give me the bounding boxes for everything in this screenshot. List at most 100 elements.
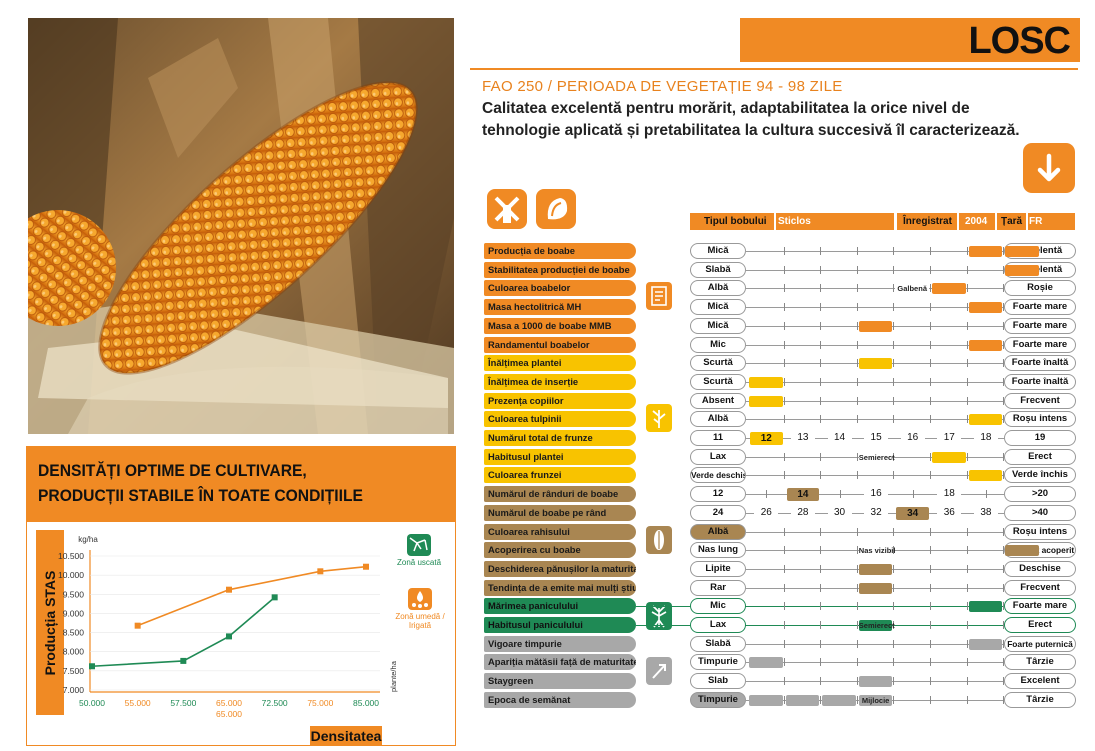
trait-mid-label: Galbenă — [895, 283, 929, 294]
scale-tick — [1003, 546, 1005, 554]
trait-min-value: 24 — [690, 505, 746, 521]
scale-tick — [783, 658, 785, 666]
rating-segment — [968, 246, 1003, 257]
download-button[interactable] — [1023, 143, 1075, 193]
arrow-down-icon — [1037, 153, 1061, 182]
scale-tick — [783, 696, 785, 704]
trait-number: 16 — [864, 487, 889, 501]
scale-tick — [966, 341, 968, 349]
trait-number-highlight: 14 — [786, 488, 820, 501]
row-line — [746, 644, 1004, 645]
trait-label: Masa hectolitrică MH — [484, 299, 636, 315]
scale-tick — [893, 602, 895, 610]
scale-tick — [966, 359, 968, 367]
scale-tick — [1003, 640, 1005, 648]
scale-tick — [1003, 565, 1005, 573]
trait-number: 28 — [790, 506, 815, 520]
y-tick-label: 7.500 — [63, 666, 85, 676]
registered-label: Înregistrat — [903, 216, 952, 227]
data-point — [317, 568, 324, 575]
scale-tick — [856, 677, 858, 685]
rating-segment — [822, 695, 856, 706]
y-axis-title: Producția STAS — [36, 530, 64, 715]
registered-year: 2004 — [965, 216, 988, 227]
trait-label: Culoarea frunzei — [484, 467, 636, 483]
scale-tick — [1003, 266, 1005, 274]
milling-icon — [487, 189, 527, 229]
scale-tick — [893, 453, 895, 461]
rating-segment — [1005, 246, 1039, 257]
scale-tick — [1003, 471, 1005, 479]
x-tick-label: 55.000 — [125, 698, 151, 708]
trait-max-value: Frecvent — [1004, 393, 1076, 409]
cob-group-icon — [646, 526, 672, 554]
trait-label: Stabilitatea producției de boabe — [484, 262, 636, 278]
x-tick-label: 57.500 — [170, 698, 196, 708]
trait-label: Deschiderea pănușilor la maturitate — [484, 561, 636, 577]
y-tick-label: 9.000 — [63, 608, 85, 618]
scale-tick — [930, 415, 931, 423]
row-line — [746, 382, 1004, 383]
scale-tick — [820, 584, 822, 592]
scale-tick — [783, 584, 785, 592]
scale-tick — [893, 471, 895, 479]
trait-number: 14 — [827, 431, 852, 445]
rating-segment — [968, 470, 1003, 481]
scale-tick — [893, 397, 895, 405]
trait-min-value: Timpurie — [690, 654, 746, 670]
scale-tick — [966, 453, 968, 461]
trait-min-value: 12 — [690, 486, 746, 502]
scale-tick — [893, 658, 895, 666]
scale-tick — [783, 284, 785, 292]
trait-label: Habitusul plantei — [484, 449, 636, 465]
scale-tick — [966, 284, 968, 292]
scale-tick — [820, 453, 822, 461]
trait-mid-label: Nas vizibil — [858, 545, 896, 556]
scale-tick — [893, 284, 895, 292]
trait-number: 18 — [973, 431, 998, 445]
scale-tick — [1003, 415, 1005, 423]
rating-segment — [968, 639, 1003, 650]
scale-tick — [966, 602, 968, 610]
scale-tick — [930, 528, 931, 536]
scale-tick — [1003, 303, 1005, 311]
data-point — [226, 633, 232, 640]
scale-tick — [1003, 677, 1005, 685]
scale-tick — [966, 247, 968, 255]
scale-tick — [856, 284, 858, 292]
scale-tick — [783, 359, 785, 367]
scale-tick — [966, 640, 968, 648]
rating-segment — [1005, 545, 1039, 556]
trait-label: Înălțimea plantei — [484, 355, 636, 371]
x-axis-title: Densitatea — [310, 726, 382, 746]
trait-min-value: Timpurie — [690, 692, 746, 708]
trait-min-value: Absent — [690, 393, 746, 409]
y-tick-label: 7.000 — [63, 685, 85, 695]
trait-number: 32 — [864, 506, 889, 520]
legend-wet-label-1: Zonă umedă / — [395, 612, 445, 621]
rating-segment — [968, 601, 1003, 612]
scale-tick — [856, 565, 858, 573]
rating-segment — [749, 396, 783, 407]
legend-wet-label-2: Irigată — [408, 621, 432, 630]
density-title-line2: PRODUCȚII STABILE ÎN TOATE CONDIȚIILE — [38, 486, 363, 505]
scale-tick — [783, 677, 785, 685]
kernel-group-icon — [646, 282, 672, 310]
country-label: Țară — [1001, 216, 1023, 227]
trait-min-value: Lipite — [690, 561, 746, 577]
scale-tick — [893, 677, 895, 685]
legend-dry-label: Zonă uscată — [396, 558, 442, 567]
trait-number: 26 — [754, 506, 779, 520]
registered-strip: Înregistrat — [897, 213, 957, 230]
scale-tick — [893, 565, 895, 573]
scale-tick — [966, 266, 968, 274]
scale-tick — [820, 677, 822, 685]
scale-tick — [820, 415, 822, 423]
trait-number-highlight: 12 — [750, 432, 783, 445]
trait-max-value: Excelent — [1004, 673, 1076, 689]
scale-tick — [893, 640, 895, 648]
scale-tick — [820, 303, 822, 311]
trait-min-value: Scurtă — [690, 355, 746, 371]
data-point — [180, 657, 187, 664]
density-title-line1: DENSITĂȚI OPTIME DE CULTIVARE, — [38, 461, 307, 480]
